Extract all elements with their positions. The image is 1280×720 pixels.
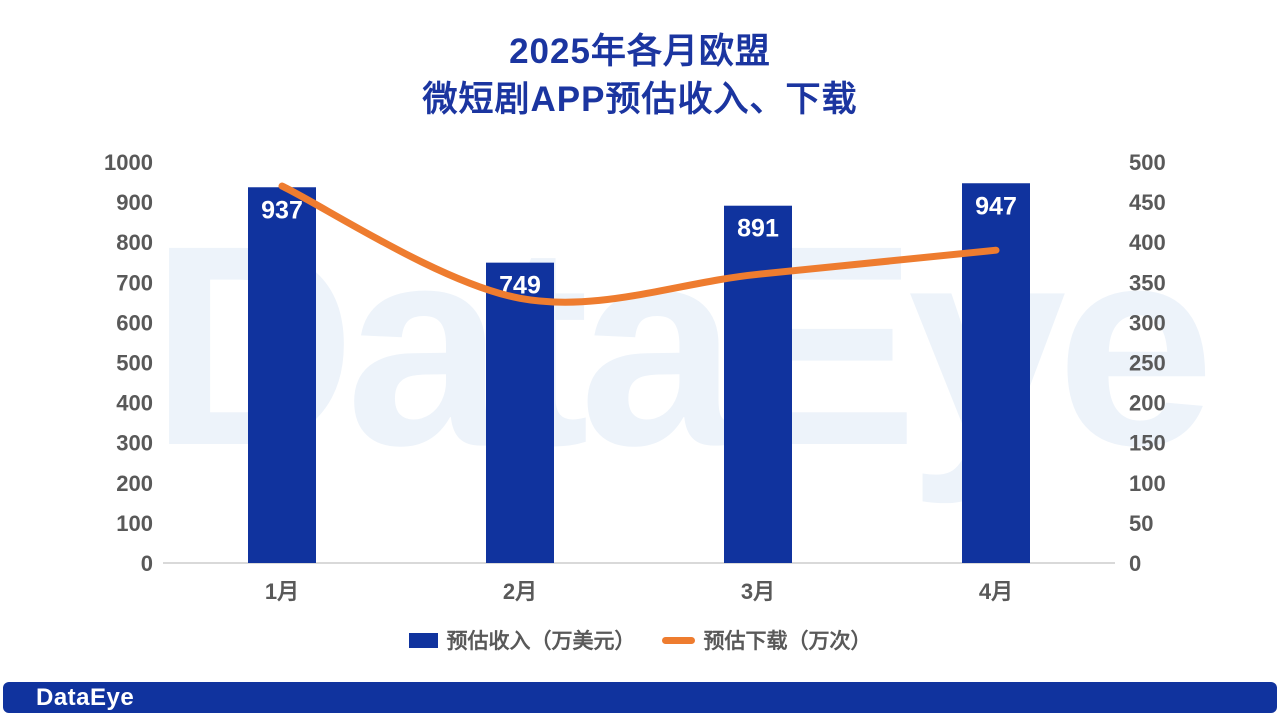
legend-item-downloads: 预估下载（万次） [661,625,872,655]
right-axis-tick: 150 [1129,431,1166,456]
right-axis-tick: 400 [1129,230,1166,255]
right-axis-tick: 50 [1129,511,1153,536]
revenue-bar [962,183,1030,563]
x-axis-category-label: 3月 [741,579,775,604]
right-axis-tick: 500 [1129,150,1166,175]
chart-legend: 预估收入（万美元） 预估下载（万次） [0,624,1280,656]
left-axis-tick: 100 [116,511,153,536]
dataeye-logo: DataEye [36,684,135,711]
x-axis-category-label: 2月 [503,579,537,604]
left-axis-tick: 500 [116,351,153,376]
revenue-bar [486,262,554,563]
x-axis-category-label: 1月 [265,579,299,604]
chart-title: 2025年各月欧盟 微短剧APP预估收入、下载 [0,28,1280,124]
chart-title-line1: 2025年各月欧盟 [509,32,771,71]
left-axis-tick: 300 [116,431,153,456]
right-axis-tick: 250 [1129,351,1166,376]
left-axis-tick: 700 [116,270,153,295]
revenue-bar [248,187,316,563]
right-axis-tick: 200 [1129,391,1166,416]
left-axis-tick: 0 [141,551,153,576]
left-axis-tick: 900 [116,190,153,215]
footer-brand-bar: DataEye [3,682,1277,713]
legend-downloads-label: 预估下载（万次） [703,630,872,653]
bar-value-label: 947 [975,192,1017,220]
revenue-bar-swatch-icon [408,632,438,648]
revenue-bar [724,205,792,564]
left-axis-tick: 200 [116,471,153,496]
bar-value-label: 891 [737,215,779,243]
left-axis-tick: 600 [116,310,153,335]
downloads-line-swatch-icon [661,636,695,644]
chart-title-line2: 微短剧APP预估收入、下载 [422,80,858,119]
legend-revenue-label: 预估收入（万美元） [446,630,636,653]
x-axis-category-label: 4月 [979,579,1013,604]
left-axis-tick: 800 [116,230,153,255]
left-axis-tick: 400 [116,391,153,416]
legend-item-revenue: 预估收入（万美元） [408,625,636,655]
right-axis-tick: 300 [1129,310,1166,335]
left-axis-tick: 1000 [104,150,153,175]
dataeye-watermark: DataEye [150,187,1215,505]
downloads-line [278,182,1000,306]
combo-chart: 0 100 200 300 400 500 600 700 800 900 1000 0 50 100 15… [104,150,1166,604]
right-axis-tick: 450 [1129,190,1166,215]
bar-value-label: 937 [261,196,303,224]
right-axis-tick: 350 [1129,270,1166,295]
right-axis-tick: 100 [1129,471,1166,496]
right-axis-tick: 0 [1129,551,1141,576]
